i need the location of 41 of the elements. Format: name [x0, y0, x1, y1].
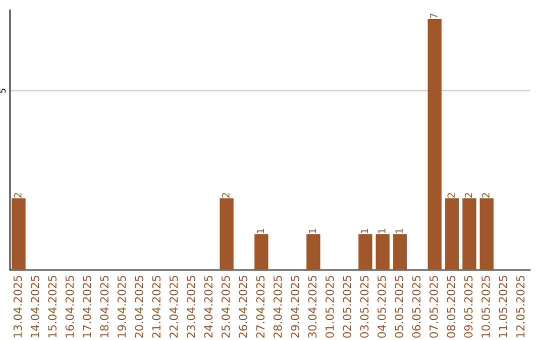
- x-tick-label: 17.04.2025: [82, 276, 92, 338]
- x-tick-label: 24.04.2025: [204, 276, 213, 338]
- x-tick-label: 12.05.2025: [516, 276, 525, 338]
- x-tick-label: 27.04.2025: [256, 276, 265, 338]
- x-tick-label: 10.05.2025: [481, 276, 490, 338]
- x-tick-label: 19.04.2025: [117, 276, 126, 338]
- x-tick-label: 15.04.2025: [48, 276, 57, 338]
- x-tick-label: 21.04.2025: [152, 276, 161, 338]
- x-tick-label: 20.04.2025: [134, 276, 144, 338]
- x-tick-label: 08.05.2025: [446, 276, 456, 338]
- data-label: 2: [222, 193, 230, 198]
- x-tick-label: 07.05.2025: [429, 276, 438, 338]
- data-label: 1: [378, 228, 386, 234]
- data-label: 1: [396, 228, 403, 234]
- x-tick-label: 18.04.2025: [100, 276, 109, 338]
- x-tick-label: 14.04.2025: [30, 276, 40, 338]
- x-tick-label: 22.04.2025: [169, 276, 178, 338]
- data-label: 1: [256, 228, 264, 234]
- x-tick-label: 05.05.2025: [394, 276, 404, 338]
- data-label: 2: [447, 193, 455, 198]
- x-tick-label: 13.04.2025: [13, 276, 22, 338]
- x-tick-label: 23.04.2025: [186, 276, 196, 338]
- x-tick-label: 06.05.2025: [412, 276, 421, 338]
- data-label: 7: [430, 14, 438, 18]
- x-tick-label: 16.04.2025: [65, 276, 74, 338]
- x-tick-label: 01.05.2025: [325, 276, 334, 338]
- x-tick-label: 26.04.2025: [238, 276, 248, 338]
- data-label: 1: [308, 228, 316, 234]
- x-tick-label: 28.04.2025: [273, 276, 282, 338]
- data-label: 1: [360, 228, 368, 234]
- data-label: 2: [464, 193, 472, 198]
- x-tick-label: 30.04.2025: [308, 276, 317, 338]
- x-tick-label: 29.04.2025: [290, 276, 300, 338]
- data-label: 2: [14, 193, 22, 198]
- x-tick-label: 09.05.2025: [464, 276, 473, 338]
- x-tick-label: 03.05.2025: [360, 276, 369, 338]
- x-tick-label: 11.05.2025: [498, 276, 508, 338]
- x-tick-label: 04.05.2025: [377, 276, 386, 338]
- data-label: 2: [482, 193, 490, 198]
- x-tick-label: 25.04.2025: [221, 276, 230, 338]
- x-tick-label: 02.05.2025: [342, 276, 352, 338]
